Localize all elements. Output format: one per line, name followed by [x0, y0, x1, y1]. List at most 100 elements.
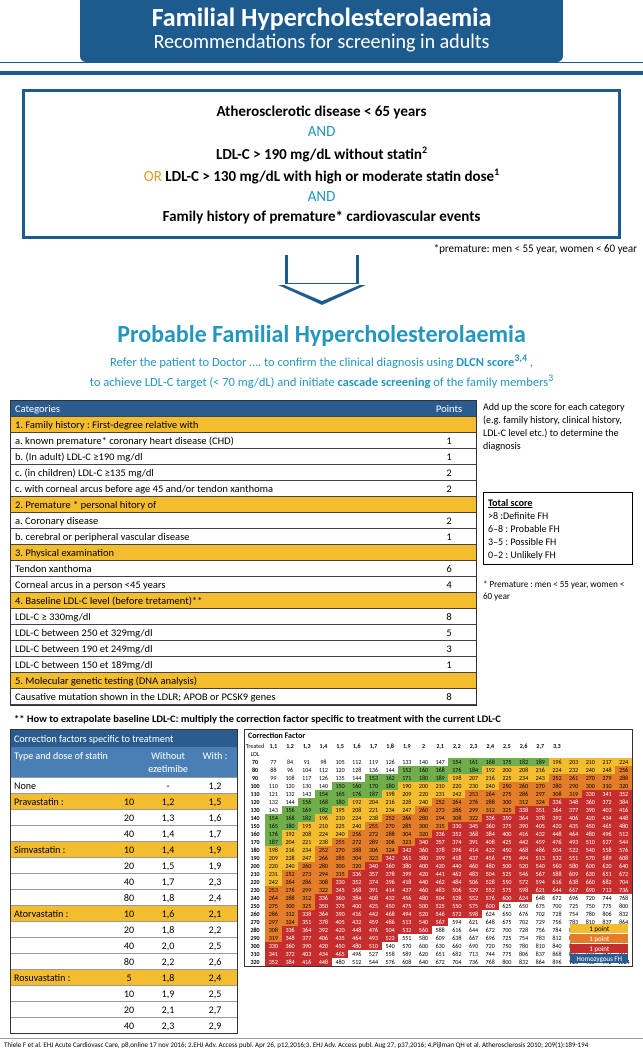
heat-cell: 806: [515, 950, 532, 958]
heat-cell: 375: [332, 902, 349, 910]
heat-cell: 270: [532, 782, 549, 790]
heat-cell: 144: [348, 774, 365, 782]
heat-cell: 286: [298, 878, 315, 886]
heat-cell: 345: [465, 822, 482, 830]
heat-cell: 340: [415, 838, 432, 846]
heat-cell: 380: [415, 854, 432, 862]
heat-cell: 704: [615, 878, 632, 886]
heat-cell: 396: [448, 846, 465, 854]
heat-cell: 527: [599, 838, 616, 846]
heat-cell: 207: [465, 774, 482, 782]
heat-cell: 750: [499, 942, 516, 950]
heat-cell: 575: [499, 886, 516, 894]
heat-cell: 437: [465, 854, 482, 862]
references: Thiele F et al. EHJ Acute Cardiovasc Car…: [0, 1038, 643, 1051]
heat-cell: 600: [582, 862, 599, 870]
heat-cell: 247: [398, 806, 415, 814]
heat-cell: 264: [265, 894, 282, 902]
heat-cell: 273: [432, 806, 449, 814]
heat-cell: 210: [432, 782, 449, 790]
heat-cell: 800: [615, 902, 632, 910]
heat-cell: 308: [448, 814, 465, 822]
heat-cell: 345: [332, 886, 349, 894]
heat-cell: 357: [432, 838, 449, 846]
heat-cell: 513: [398, 918, 415, 926]
heat-cell: 108: [282, 774, 299, 782]
heat-cell: 589: [398, 950, 415, 958]
heat-cell: 240: [332, 830, 349, 838]
heat-cell: 532: [549, 854, 566, 862]
heat-cell: 512: [348, 958, 365, 966]
heat-cell: 288: [615, 774, 632, 782]
heat-cell: 279: [599, 774, 616, 782]
heat-cell: 403: [298, 950, 315, 958]
heat-cell: 475: [499, 854, 516, 862]
heat-cell: 570: [582, 854, 599, 862]
heat-cell: 286: [515, 790, 532, 798]
heat-cell: 480: [615, 822, 632, 830]
heat-cell: 130: [298, 782, 315, 790]
heat-cell: 266: [315, 854, 332, 862]
heat-cell: 528: [482, 878, 499, 886]
heat-cell: 133: [398, 758, 415, 766]
heat-cell: 140: [315, 782, 332, 790]
heat-cell: 220: [265, 862, 282, 870]
heat-cell: 425: [365, 902, 382, 910]
premature-footnote: *premature: men < 55 year, women < 60 ye…: [0, 239, 643, 255]
heat-cell: 418: [448, 854, 465, 862]
heat-cell: 99: [265, 774, 282, 782]
heat-cell: 420: [332, 926, 349, 934]
heat-cell: 546: [432, 910, 449, 918]
heat-cell: 400: [499, 830, 516, 838]
howto-text: ** How to extrapolate baseline LDL-C: mu…: [14, 712, 629, 725]
heat-cell: 299: [298, 886, 315, 894]
heat-cell: 320: [415, 830, 432, 838]
heat-cell: 350: [315, 902, 332, 910]
heat-cell: 154: [265, 814, 282, 822]
heat-cell: 512: [615, 830, 632, 838]
heat-cell: 192: [282, 830, 299, 838]
heat-cell: 572: [448, 910, 465, 918]
heat-cell: 255: [365, 822, 382, 830]
heat-cell: 486: [382, 918, 399, 926]
heat-cell: 378: [532, 814, 549, 822]
heat-cell: 744: [599, 894, 616, 902]
heat-cell: 391: [365, 886, 382, 894]
header-title: Familial Hypercholesterolaemia: [80, 4, 563, 30]
heat-cell: 448: [315, 958, 332, 966]
heat-cell: 336: [315, 894, 332, 902]
heat-cell: 399: [432, 854, 449, 862]
heat-cell: 96: [282, 766, 299, 774]
heat-cell: 324: [382, 846, 399, 854]
heat-cell: 120: [332, 766, 349, 774]
heat-cell: 510: [365, 942, 382, 950]
heat-cell: 195: [298, 822, 315, 830]
corr-row: 201,51,9: [11, 857, 237, 873]
heat-cell: 288: [482, 798, 499, 806]
probable-title: Probable Familial Hypercholesterolaemia: [0, 320, 643, 349]
heat-cell: 348: [565, 798, 582, 806]
heat-cell: 700: [499, 926, 516, 934]
heat-cell: 208: [515, 766, 532, 774]
corr-row: 802,22,6: [11, 953, 237, 969]
heat-cell: 420: [549, 822, 566, 830]
heat-cell: 112: [315, 766, 332, 774]
heat-cell: 304: [398, 830, 415, 838]
heat-cell: 540: [582, 846, 599, 854]
heat-cell: 165: [265, 822, 282, 830]
heat-cell: 414: [465, 846, 482, 854]
total-score-box: Total score >8 :Definite FH6–8 : Probabl…: [483, 492, 633, 565]
heat-cell: 414: [382, 886, 399, 894]
heat-cell: 621: [465, 918, 482, 926]
heat-cell: 442: [515, 838, 532, 846]
heat-cell: 484: [448, 878, 465, 886]
heat-cell: 550: [448, 902, 465, 910]
dlcn-row: c. with corneal arcus before age 45 and/…: [11, 481, 476, 497]
corr-row: 101,92,5: [11, 985, 237, 1001]
heat-cell: 180: [282, 822, 299, 830]
heat-cell: 812: [549, 934, 566, 942]
heat-cell: 144: [382, 766, 399, 774]
heat-cell: 276: [465, 798, 482, 806]
heat-cell: 403: [599, 806, 616, 814]
heat-cell: 408: [482, 838, 499, 846]
